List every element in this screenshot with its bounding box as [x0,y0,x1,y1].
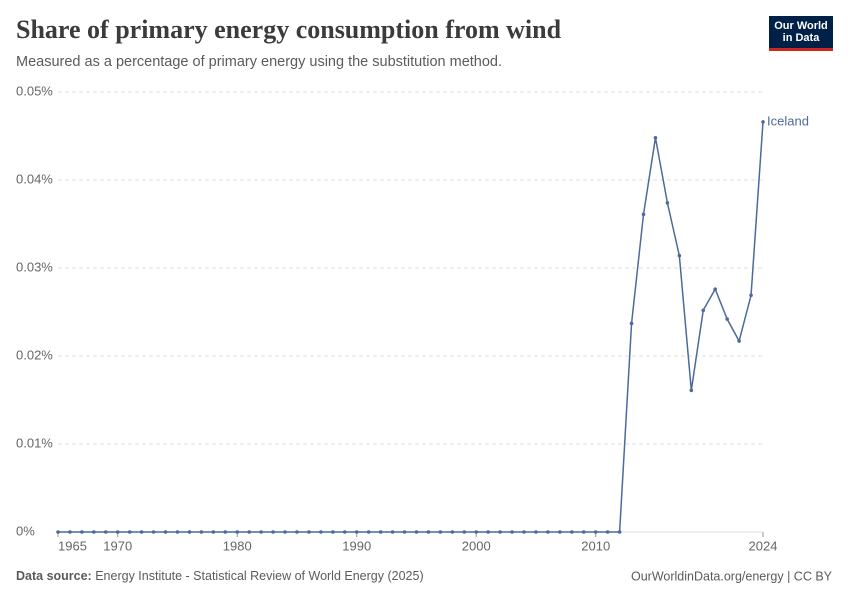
point [235,530,240,534]
point [737,339,741,343]
point [426,530,431,534]
point [438,530,443,534]
point [295,530,299,534]
logo-wrap: Our World in Data [774,20,828,44]
point [761,120,765,124]
point [593,530,598,534]
chart-title: Share of primary energy consumption from… [16,15,562,44]
point [629,321,634,326]
point [510,530,514,534]
x-tick-label: 1965 [58,538,87,553]
point [342,530,347,534]
point [199,530,204,534]
point [80,530,84,534]
point [522,530,526,534]
series-label: Iceland [767,113,809,128]
point [701,308,706,313]
point [605,530,610,534]
point [163,530,168,534]
point [617,530,622,534]
source: Data source: Energy Institute - Statisti… [16,569,424,583]
point [570,530,574,534]
point [366,530,371,534]
point [749,293,753,298]
point [689,388,694,393]
point [68,530,72,534]
point [271,530,275,534]
x-tick-label: 2010 [581,538,610,553]
point [462,530,467,534]
line [58,121,764,533]
chart-subtitle: Measured as a percentage of primary ener… [16,54,502,70]
point [450,530,455,534]
point [223,530,228,534]
y-tick-label: 0.05% [16,83,53,98]
point [665,201,670,205]
point [558,530,562,534]
point [103,530,108,534]
point [319,530,323,534]
credit[interactable]: OurWorldinData.org/energy | CC BY [631,569,833,583]
point [247,530,251,534]
point [486,530,490,534]
point [175,530,180,534]
point [498,530,502,534]
y-tick-label: 0.02% [16,347,53,362]
point [725,317,729,321]
source-label: Data source: [16,569,92,583]
point [378,530,383,534]
point [414,530,419,534]
point [115,530,120,534]
point [127,530,132,534]
point [331,530,335,534]
source-text: Energy Institute - Statistical Review of… [95,569,423,583]
logo-box [769,16,833,50]
point [151,530,156,534]
x-tick-label: 1990 [342,538,371,553]
point [581,530,586,534]
point [283,530,287,534]
point [211,530,216,534]
point [390,530,395,534]
x-tick-label: 2000 [462,538,491,553]
point [713,287,718,291]
point [474,530,479,534]
point [307,530,311,534]
y-tick-label: 0.04% [16,171,53,186]
point [677,253,682,258]
point [187,530,192,534]
y-tick-label: 0.03% [16,259,53,274]
logo-stripe [769,48,833,51]
logo[interactable]: Our World in Data [769,16,833,51]
point [56,530,60,534]
point [402,530,407,534]
x-tick-label: 2024 [749,538,778,553]
y-tick-label: 0% [16,523,35,538]
point [534,530,538,534]
point [653,135,658,140]
logo-text: Our World in Data [774,20,828,44]
point [92,530,96,534]
x-tick-label: 1970 [103,538,132,553]
point [641,212,646,217]
point [259,530,263,534]
x-tick-label: 1980 [223,538,252,553]
point [354,530,359,534]
y-tick-label: 0.01% [16,435,53,450]
point [139,530,144,534]
point [546,530,550,534]
